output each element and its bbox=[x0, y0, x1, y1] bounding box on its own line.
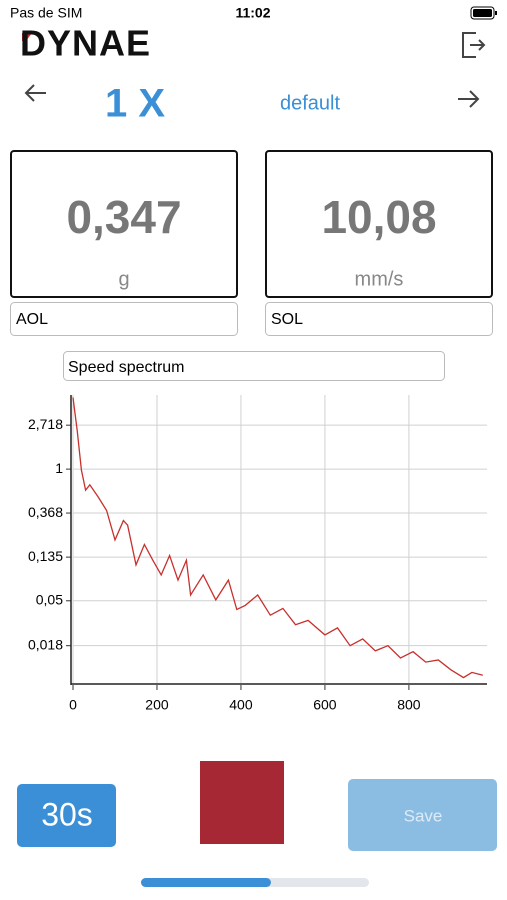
reading-box bbox=[265, 150, 493, 298]
progress-fill bbox=[141, 878, 271, 887]
carrier: Pas de SIM bbox=[10, 5, 82, 21]
record-button[interactable] bbox=[200, 761, 284, 844]
y-tick-label: 0,05 bbox=[36, 591, 63, 607]
x-tick-label: 0 bbox=[69, 697, 77, 713]
page-title: 1 X bbox=[105, 82, 165, 126]
forward-arrow[interactable] bbox=[458, 90, 480, 108]
reading-label-field[interactable] bbox=[10, 302, 238, 336]
reading-label: AOL bbox=[16, 311, 48, 328]
x-tick-label: 200 bbox=[145, 697, 169, 713]
x-tick-label: 800 bbox=[397, 697, 421, 713]
back-arrow[interactable] bbox=[24, 84, 46, 102]
x-tick-label: 600 bbox=[313, 697, 337, 713]
x-tick-label: 400 bbox=[229, 697, 253, 713]
y-tick-label: 1 bbox=[55, 460, 63, 476]
reading-label: SOL bbox=[271, 311, 303, 328]
reading-box bbox=[10, 150, 238, 298]
reading-unit: mm/s bbox=[355, 268, 404, 290]
reading-label-field[interactable] bbox=[265, 302, 493, 336]
clock: 11:02 bbox=[235, 5, 270, 21]
spectrum-label: Speed spectrum bbox=[68, 359, 185, 376]
spectrum-dropdown[interactable] bbox=[63, 351, 445, 381]
y-tick-label: 0,368 bbox=[28, 504, 63, 520]
battery-icon bbox=[470, 6, 497, 20]
y-tick-label: 0,135 bbox=[28, 548, 63, 564]
duration-button[interactable] bbox=[17, 784, 116, 847]
save-label: Save bbox=[404, 806, 443, 825]
reading-unit: g bbox=[118, 268, 129, 290]
logo: DYNAE bbox=[20, 23, 151, 64]
reading-value: 0,347 bbox=[66, 191, 181, 243]
y-tick-label: 0,018 bbox=[28, 636, 63, 652]
logout-button[interactable] bbox=[462, 32, 486, 58]
reading-value: 10,08 bbox=[321, 191, 436, 243]
logo-accent bbox=[22, 33, 32, 41]
chart: 2,718 1 0,368 0,135 0,05 0,018 0 200 400 600 800 bbox=[28, 395, 487, 713]
y-tick-label: 2,718 bbox=[28, 416, 63, 432]
spectrum-line bbox=[72, 397, 483, 679]
duration-label: 30s bbox=[41, 796, 93, 832]
save-button bbox=[348, 779, 497, 851]
preset-name[interactable]: default bbox=[280, 92, 340, 114]
